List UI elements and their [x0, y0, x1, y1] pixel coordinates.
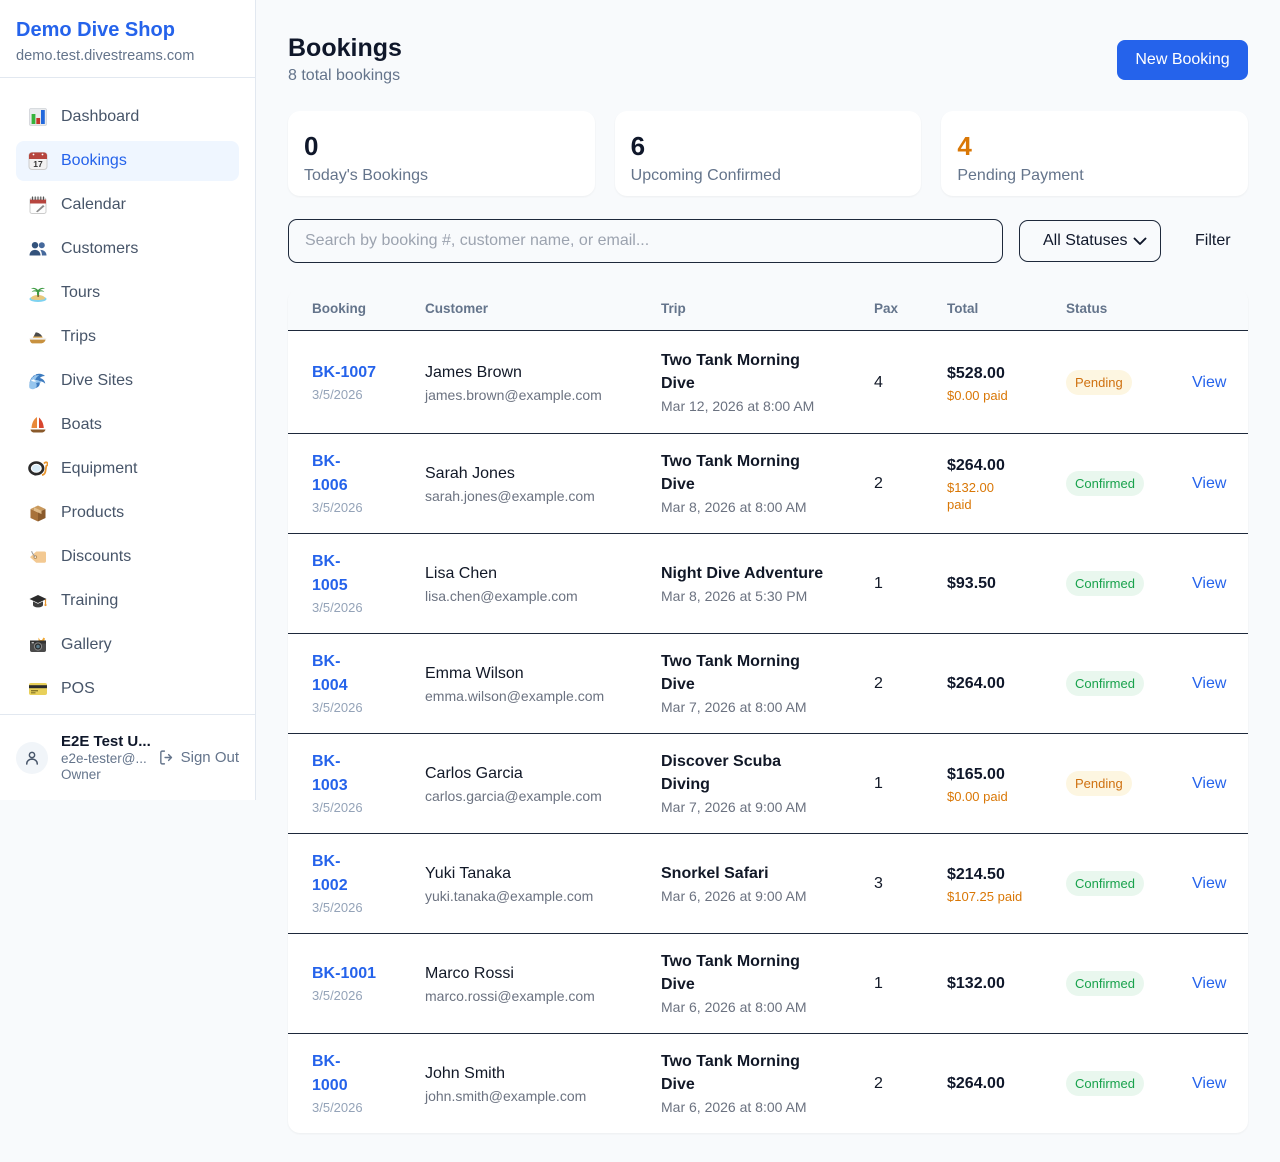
- svg-text:17: 17: [33, 159, 43, 169]
